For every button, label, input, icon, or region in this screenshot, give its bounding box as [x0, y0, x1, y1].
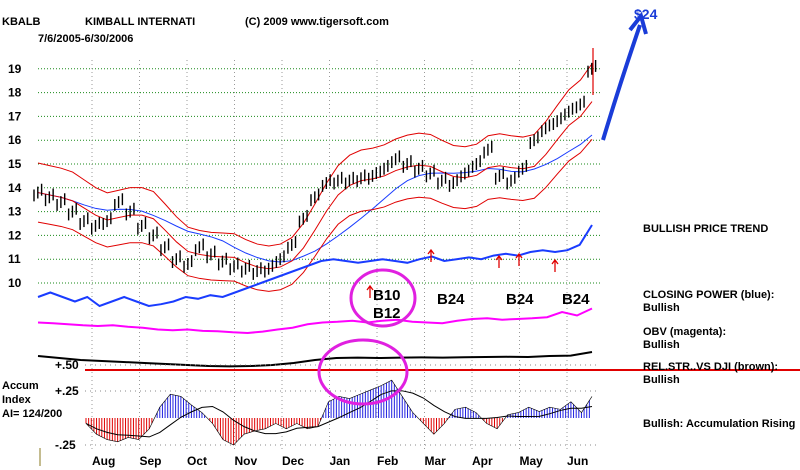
buy-arrow-icon — [515, 252, 523, 266]
y-tick-label: 16 — [8, 133, 22, 147]
accum-label-1: Accum — [2, 380, 39, 392]
highlight-circle — [317, 338, 409, 406]
accum-status: Bullish: Accumulation Rising — [643, 418, 796, 430]
month-label: Feb — [377, 454, 398, 468]
y-tick-label: 14 — [8, 181, 22, 195]
month-label: Sep — [140, 454, 162, 468]
closing-power-line — [37, 224, 593, 308]
obv-value: Bullish — [643, 339, 680, 351]
month-label: Aug — [92, 454, 115, 468]
upper-band — [37, 63, 593, 247]
y-tick-label: 13 — [8, 205, 22, 219]
y-tick-label: 10 — [8, 276, 22, 290]
month-label: Dec — [282, 454, 304, 468]
buy-arrow-icon — [495, 254, 503, 268]
buy-arrow-icon — [366, 284, 374, 298]
obv-line — [37, 307, 593, 335]
target-arrow-icon — [601, 24, 642, 141]
signal-label: B24 — [562, 291, 590, 308]
month-label: Nov — [235, 454, 258, 468]
month-label: May — [520, 454, 544, 468]
rs-value: Bullish — [643, 374, 680, 386]
buy-arrow-icon — [427, 248, 435, 262]
buy-arrow-icon — [551, 258, 559, 272]
y-tick-label: 11 — [8, 252, 21, 266]
ma-21-line — [37, 101, 593, 270]
obv-title: OBV (magenta): — [643, 326, 727, 338]
target-arrowhead-icon — [628, 11, 648, 35]
y-tick-label: 17 — [8, 109, 22, 123]
signal-label: B12 — [373, 305, 401, 322]
accum-tick-label: -.25 — [55, 438, 76, 452]
symbol: KBALB — [2, 16, 41, 28]
company-name: KIMBALL INTERNATI — [85, 16, 196, 28]
accum-label-2: Index — [2, 394, 31, 406]
target-label: $24 — [634, 6, 658, 22]
signal-label: B24 — [437, 291, 465, 308]
month-label: Oct — [187, 454, 207, 468]
accum-outline — [85, 379, 593, 446]
month-label: Jan — [330, 454, 351, 468]
signal-label: B10 — [373, 287, 401, 304]
month-label: Apr — [472, 454, 493, 468]
y-tick-label: 12 — [8, 228, 22, 242]
signal-label: B24 — [506, 291, 534, 308]
accum-label-3: AI= 124/200 — [2, 408, 63, 420]
lower-band — [37, 138, 593, 292]
rs-title: REL.STR..VS DJI (brown): — [643, 361, 779, 373]
cp-value: Bullish — [643, 302, 680, 314]
accum-tick-label: +.50 — [55, 358, 79, 372]
y-tick-label: 15 — [8, 157, 22, 171]
copyright: (C) 2009 www.tigersoft.com — [245, 16, 389, 28]
highlight-circle — [349, 268, 417, 328]
accum-ma-line — [85, 390, 593, 438]
date-range: 7/6/2005-6/30/2006 — [38, 33, 134, 45]
price-trend-label: BULLISH PRICE TREND — [643, 223, 769, 235]
cp-title: CLOSING POWER (blue): — [643, 289, 775, 301]
y-tick-label: 18 — [8, 86, 22, 100]
rel-strength-line — [37, 351, 593, 368]
accum-tick-label: +.25 — [55, 384, 79, 398]
month-label: Jun — [567, 454, 588, 468]
y-tick-label: 19 — [8, 62, 22, 76]
month-label: Mar — [425, 454, 447, 468]
